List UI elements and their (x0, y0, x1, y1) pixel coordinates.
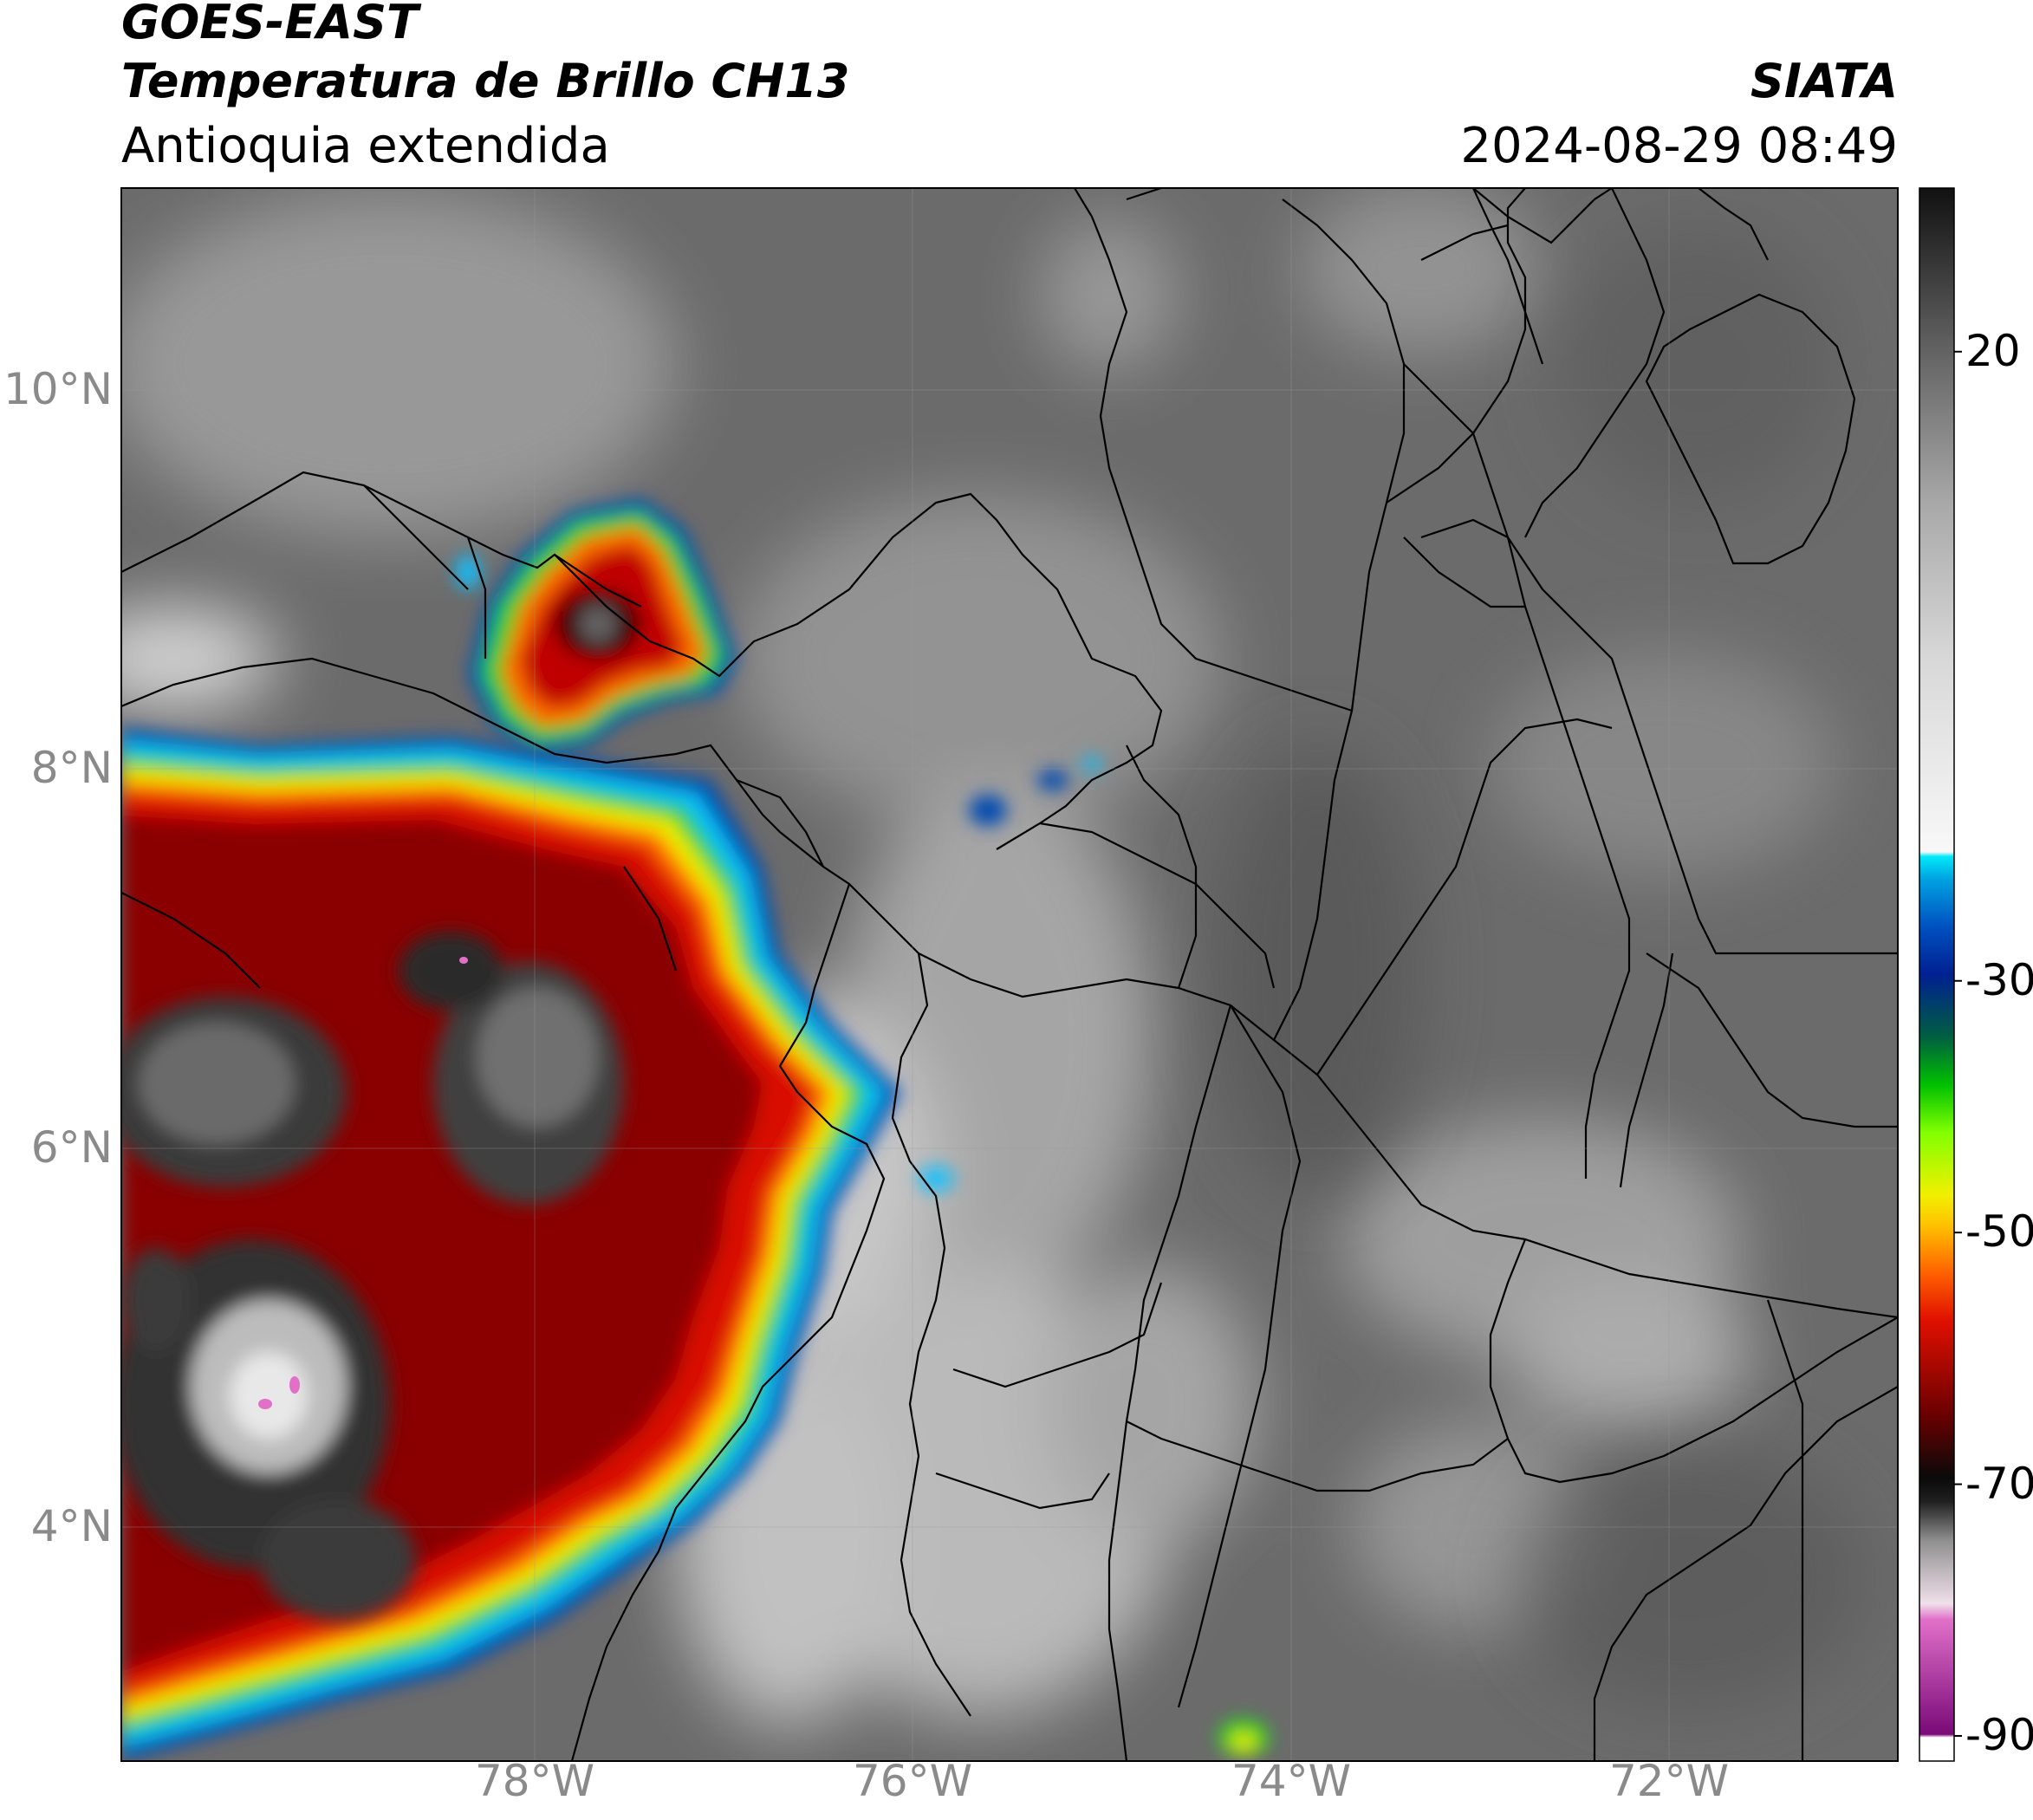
lat-label-4n: 4°N (30, 1501, 113, 1551)
lon-label-72w: 72°W (1608, 1756, 1730, 1806)
source-label: SIATA (1750, 54, 1898, 108)
satellite-title: GOES-EAST (121, 0, 419, 49)
colorbar-label-minus70: -70 (1965, 1458, 2033, 1509)
graticule (121, 188, 1898, 1761)
colorbar (1919, 187, 1955, 1762)
lat-label-10n: 10°N (3, 364, 113, 414)
datetime-label: 2024-08-29 08:49 (1460, 118, 1898, 174)
product-title: Temperatura de Brillo CH13 (121, 54, 850, 108)
colorbar-label-20: 20 (1965, 325, 2021, 376)
colorbar-ticks (1954, 350, 1962, 1737)
lat-label-8n: 8°N (30, 743, 113, 793)
colorbar-label-minus30: -30 (1965, 954, 2033, 1005)
boundaries (121, 188, 1898, 1761)
lon-label-76w: 76°W (852, 1756, 973, 1806)
satellite-imagery (121, 188, 1898, 1761)
colorbar-label-minus50: -50 (1965, 1206, 2033, 1258)
lat-label-6n: 6°N (30, 1122, 113, 1173)
map-frame (120, 187, 1899, 1762)
region-subtitle: Antioquia extendida (121, 118, 610, 174)
colorbar-label-minus90: -90 (1965, 1709, 2033, 1760)
lon-label-78w: 78°W (474, 1756, 595, 1806)
lon-label-74w: 74°W (1231, 1756, 1352, 1806)
